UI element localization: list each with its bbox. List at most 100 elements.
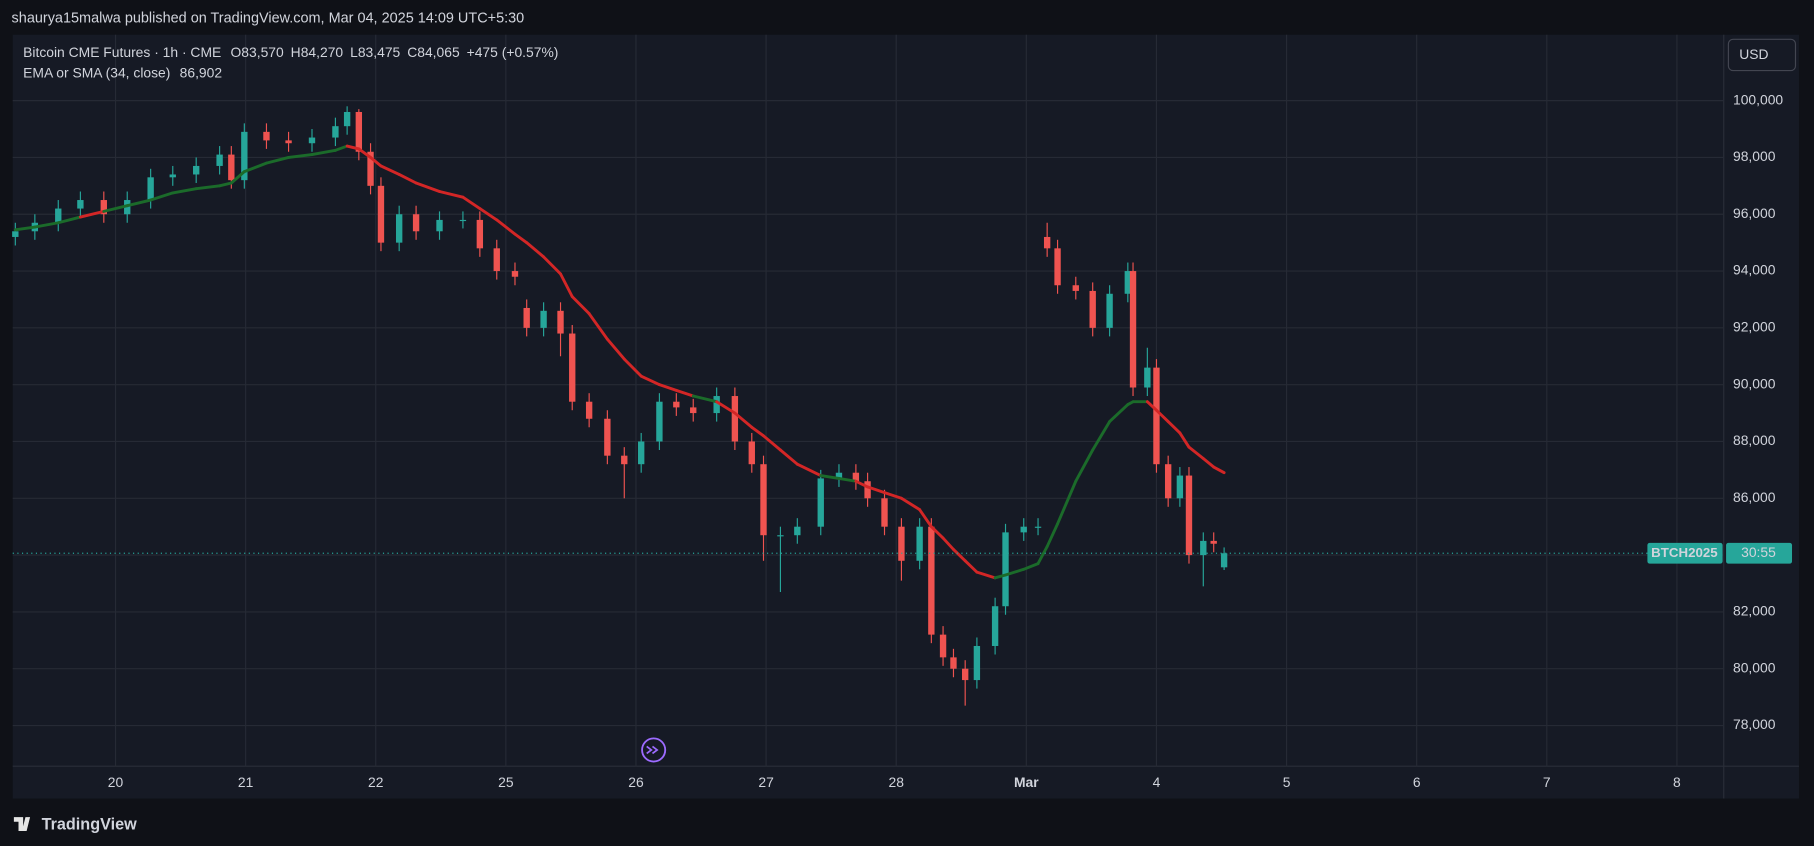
candle-body <box>1002 532 1009 607</box>
ema-segment <box>1074 448 1095 483</box>
ema-segment <box>33 221 60 229</box>
candle-body <box>690 407 697 414</box>
symbol-badge <box>1647 542 1723 564</box>
x-tick-label: 26 <box>628 774 644 790</box>
candle-body <box>673 401 680 408</box>
y-tick-label: 82,000 <box>1733 603 1776 619</box>
x-tick-label: 20 <box>108 774 124 790</box>
candle-body <box>540 310 547 328</box>
ema-segment <box>287 153 314 159</box>
candle-body <box>991 606 999 646</box>
marks <box>12 106 1724 706</box>
candle-body <box>308 137 316 144</box>
candle-body <box>1220 553 1228 568</box>
ema-segment <box>1166 420 1182 435</box>
ema-segment <box>674 388 695 398</box>
ema-segment <box>379 164 401 176</box>
candle-body <box>585 401 593 419</box>
currency-button[interactable] <box>1727 38 1797 72</box>
ema-segment <box>1212 465 1226 475</box>
ema-segment <box>963 559 979 574</box>
ema-segment <box>1004 567 1026 577</box>
y-tick-label: 86,000 <box>1733 489 1776 505</box>
candle-body <box>881 498 888 527</box>
currency[interactable]: USD <box>1739 46 1768 62</box>
x-tick-label: 7 <box>1543 774 1551 790</box>
legend-change: +475 (+0.57%) <box>467 44 559 60</box>
ema-segment <box>559 272 574 299</box>
candle-body <box>928 526 935 635</box>
ema-segment <box>333 144 349 152</box>
candle-body <box>760 464 767 536</box>
candle-body <box>377 185 385 243</box>
ema-legend-value: 86,902 <box>180 65 223 81</box>
ema-segment <box>587 312 609 341</box>
candle-body <box>355 111 363 152</box>
y-tick-label: 96,000 <box>1733 205 1776 221</box>
x-tick-label: 28 <box>889 774 905 790</box>
ema-segment <box>883 491 903 500</box>
ema-segment <box>837 476 858 483</box>
candle-body <box>263 131 270 141</box>
candle-body <box>621 455 628 465</box>
candle-body <box>961 668 969 681</box>
ema-segment <box>1091 420 1112 452</box>
ema-segment <box>125 198 153 208</box>
candle-body <box>412 214 420 232</box>
ema-segment <box>265 155 291 165</box>
candle-body <box>1034 526 1042 528</box>
ema-segment <box>1022 562 1040 571</box>
x-tick-label: Mar <box>1014 774 1039 790</box>
candle-body <box>1164 464 1172 499</box>
candle-body <box>569 333 576 402</box>
y-tick-label: 88,000 <box>1733 432 1776 448</box>
ema-segment <box>750 425 765 438</box>
candle-body <box>55 208 62 223</box>
legend-ohlc-label: O <box>231 44 242 60</box>
candle-body <box>916 526 923 561</box>
ema-segment <box>218 181 233 188</box>
icon-arrows <box>646 745 659 755</box>
ema-segment <box>1045 522 1060 549</box>
y-tick-label: 98,000 <box>1733 148 1776 164</box>
candle-body <box>794 526 801 536</box>
ema-segment <box>778 448 799 466</box>
ema-segment <box>918 508 933 529</box>
candle-body <box>898 526 905 561</box>
ema-segment <box>513 232 529 245</box>
ema-segment <box>605 337 626 361</box>
footer-logo: TradingView <box>13 815 137 833</box>
candle-body <box>1072 285 1079 291</box>
candle-body <box>77 200 84 209</box>
price-badge <box>1726 542 1793 564</box>
candle-body <box>523 307 530 328</box>
legend-ohlc-value: 83,475 <box>358 44 401 60</box>
candle-body <box>1124 271 1132 294</box>
footer-brand: TradingView <box>42 815 137 833</box>
publisher: shaurya15malwa published on TradingView.… <box>12 10 525 26</box>
candle-body <box>656 401 663 442</box>
replay-icon[interactable] <box>641 737 667 763</box>
chart-panel <box>12 34 1799 799</box>
legend-ohlc-value: 84,065 <box>417 44 460 60</box>
y-tick-label: 78,000 <box>1733 716 1776 732</box>
ema-segment <box>310 148 337 157</box>
ema-segment <box>952 547 967 563</box>
ema-segment <box>194 184 222 191</box>
ema-segment <box>1201 457 1216 469</box>
grid <box>12 34 1724 767</box>
ema-segment <box>975 570 997 580</box>
candle-body <box>395 214 403 243</box>
candle-body <box>511 271 519 277</box>
candle-body <box>459 219 467 222</box>
ema-segment <box>866 485 886 495</box>
candle-body <box>1176 475 1184 499</box>
ema-segment <box>56 215 82 225</box>
candle-body <box>1200 540 1207 556</box>
legend-ohlc-value: 83,570 <box>241 44 284 60</box>
logo-mark <box>13 817 31 831</box>
candle-body <box>939 634 947 658</box>
y-tick-label: 100,000 <box>1733 91 1783 107</box>
candle-body <box>228 154 235 181</box>
candle-body <box>1129 271 1137 388</box>
